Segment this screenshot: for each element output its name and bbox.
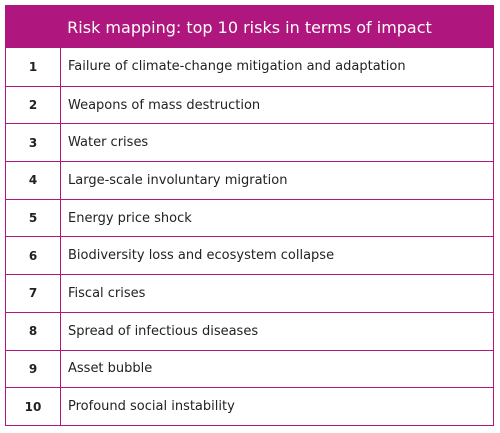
rank-cell: 3 [6, 124, 61, 162]
table-row: 9 Asset bubble [6, 349, 493, 388]
rank-cell: 5 [6, 199, 61, 237]
risk-cell: Large-scale involuntary migration [68, 172, 288, 188]
table-body: 1 Failure of climate-change mitigation a… [6, 48, 493, 425]
table-row: 8 Spread of infectious diseases [6, 311, 493, 350]
risk-cell: Profound social instability [68, 399, 235, 415]
table-row: 4 Large-scale involuntary migration [6, 161, 493, 199]
rank-cell: 8 [6, 312, 61, 350]
risk-cell: Spread of infectious diseases [68, 323, 259, 339]
table-row: 6 Biodiversity loss and ecosystem collap… [6, 236, 493, 275]
risk-cell: Water crises [68, 135, 149, 151]
table-row: 3 Water crises [6, 123, 493, 162]
table-row: 7 Fiscal crises [6, 274, 493, 312]
risk-cell: Weapons of mass destruction [68, 97, 261, 113]
table-row: 10 Profound social instability [6, 387, 493, 425]
rank-cell: 7 [6, 275, 61, 312]
risk-cell: Fiscal crises [68, 285, 146, 301]
risk-cell: Energy price shock [68, 210, 192, 226]
rank-cell: 2 [6, 86, 61, 124]
table-row: 5 Energy price shock [6, 198, 493, 237]
rank-cell: 6 [6, 237, 61, 275]
table-row: 2 Weapons of mass destruction [6, 85, 493, 124]
risk-cell: Failure of climate-change mitigation and… [68, 59, 406, 75]
risk-cell: Asset bubble [68, 361, 153, 377]
rank-cell: 1 [6, 48, 61, 86]
risk-table: Risk mapping: top 10 risks in terms of i… [5, 5, 494, 426]
table-row: 1 Failure of climate-change mitigation a… [6, 48, 493, 86]
rank-cell: 9 [6, 350, 61, 388]
table-title: Risk mapping: top 10 risks in terms of i… [6, 6, 493, 48]
rank-cell: 10 [6, 388, 61, 425]
rank-cell: 4 [6, 162, 61, 199]
risk-cell: Biodiversity loss and ecosystem collapse [68, 248, 335, 264]
